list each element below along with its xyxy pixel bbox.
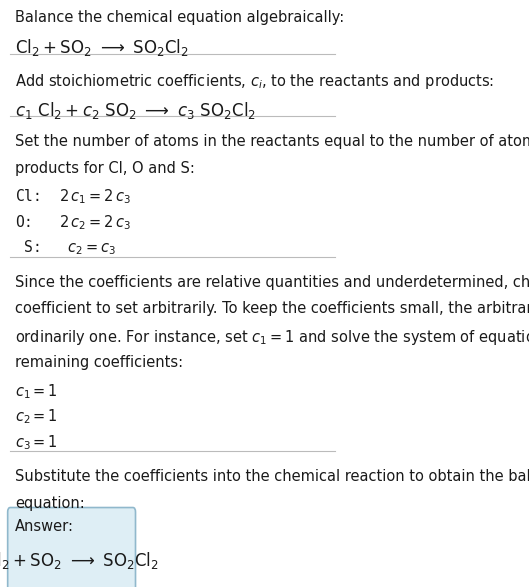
Text: $c_3 = 1$: $c_3 = 1$: [15, 433, 58, 451]
Text: Add stoichiometric coefficients, $c_i$, to the reactants and products:: Add stoichiometric coefficients, $c_i$, …: [15, 72, 495, 91]
Text: $c_1 = 1$: $c_1 = 1$: [15, 382, 58, 400]
Text: Cl:  $2\,c_1 = 2\,c_3$: Cl: $2\,c_1 = 2\,c_3$: [15, 187, 131, 206]
Text: coefficient to set arbitrarily. To keep the coefficients small, the arbitrary va: coefficient to set arbitrarily. To keep …: [15, 301, 529, 316]
Text: $\mathrm{Cl_2 + SO_2 \ \longrightarrow \ SO_2Cl_2}$: $\mathrm{Cl_2 + SO_2 \ \longrightarrow \…: [0, 550, 159, 571]
Text: O:   $2\,c_2 = 2\,c_3$: O: $2\,c_2 = 2\,c_3$: [15, 213, 131, 232]
Text: Balance the chemical equation algebraically:: Balance the chemical equation algebraica…: [15, 9, 344, 25]
Text: Answer:: Answer:: [15, 519, 74, 534]
Text: $c_1\ \mathrm{Cl_2} + c_2\ \mathrm{SO_2} \ \longrightarrow \ c_3\ \mathrm{SO_2Cl: $c_1\ \mathrm{Cl_2} + c_2\ \mathrm{SO_2}…: [15, 100, 257, 120]
Text: equation:: equation:: [15, 495, 85, 511]
FancyBboxPatch shape: [8, 508, 135, 587]
Text: remaining coefficients:: remaining coefficients:: [15, 355, 184, 370]
Text: $\mathrm{Cl_2 + SO_2 \ \longrightarrow \ SO_2Cl_2}$: $\mathrm{Cl_2 + SO_2 \ \longrightarrow \…: [15, 38, 189, 58]
Text: Since the coefficients are relative quantities and underdetermined, choose a: Since the coefficients are relative quan…: [15, 275, 529, 289]
Text: products for Cl, O and S:: products for Cl, O and S:: [15, 161, 195, 176]
Text: ordinarily one. For instance, set $c_1 = 1$ and solve the system of equations fo: ordinarily one. For instance, set $c_1 =…: [15, 328, 529, 347]
Text: $c_2 = 1$: $c_2 = 1$: [15, 407, 58, 426]
Text: Set the number of atoms in the reactants equal to the number of atoms in the: Set the number of atoms in the reactants…: [15, 134, 529, 149]
Text: S:   $c_2 = c_3$: S: $c_2 = c_3$: [15, 238, 117, 257]
Text: Substitute the coefficients into the chemical reaction to obtain the balanced: Substitute the coefficients into the che…: [15, 469, 529, 484]
